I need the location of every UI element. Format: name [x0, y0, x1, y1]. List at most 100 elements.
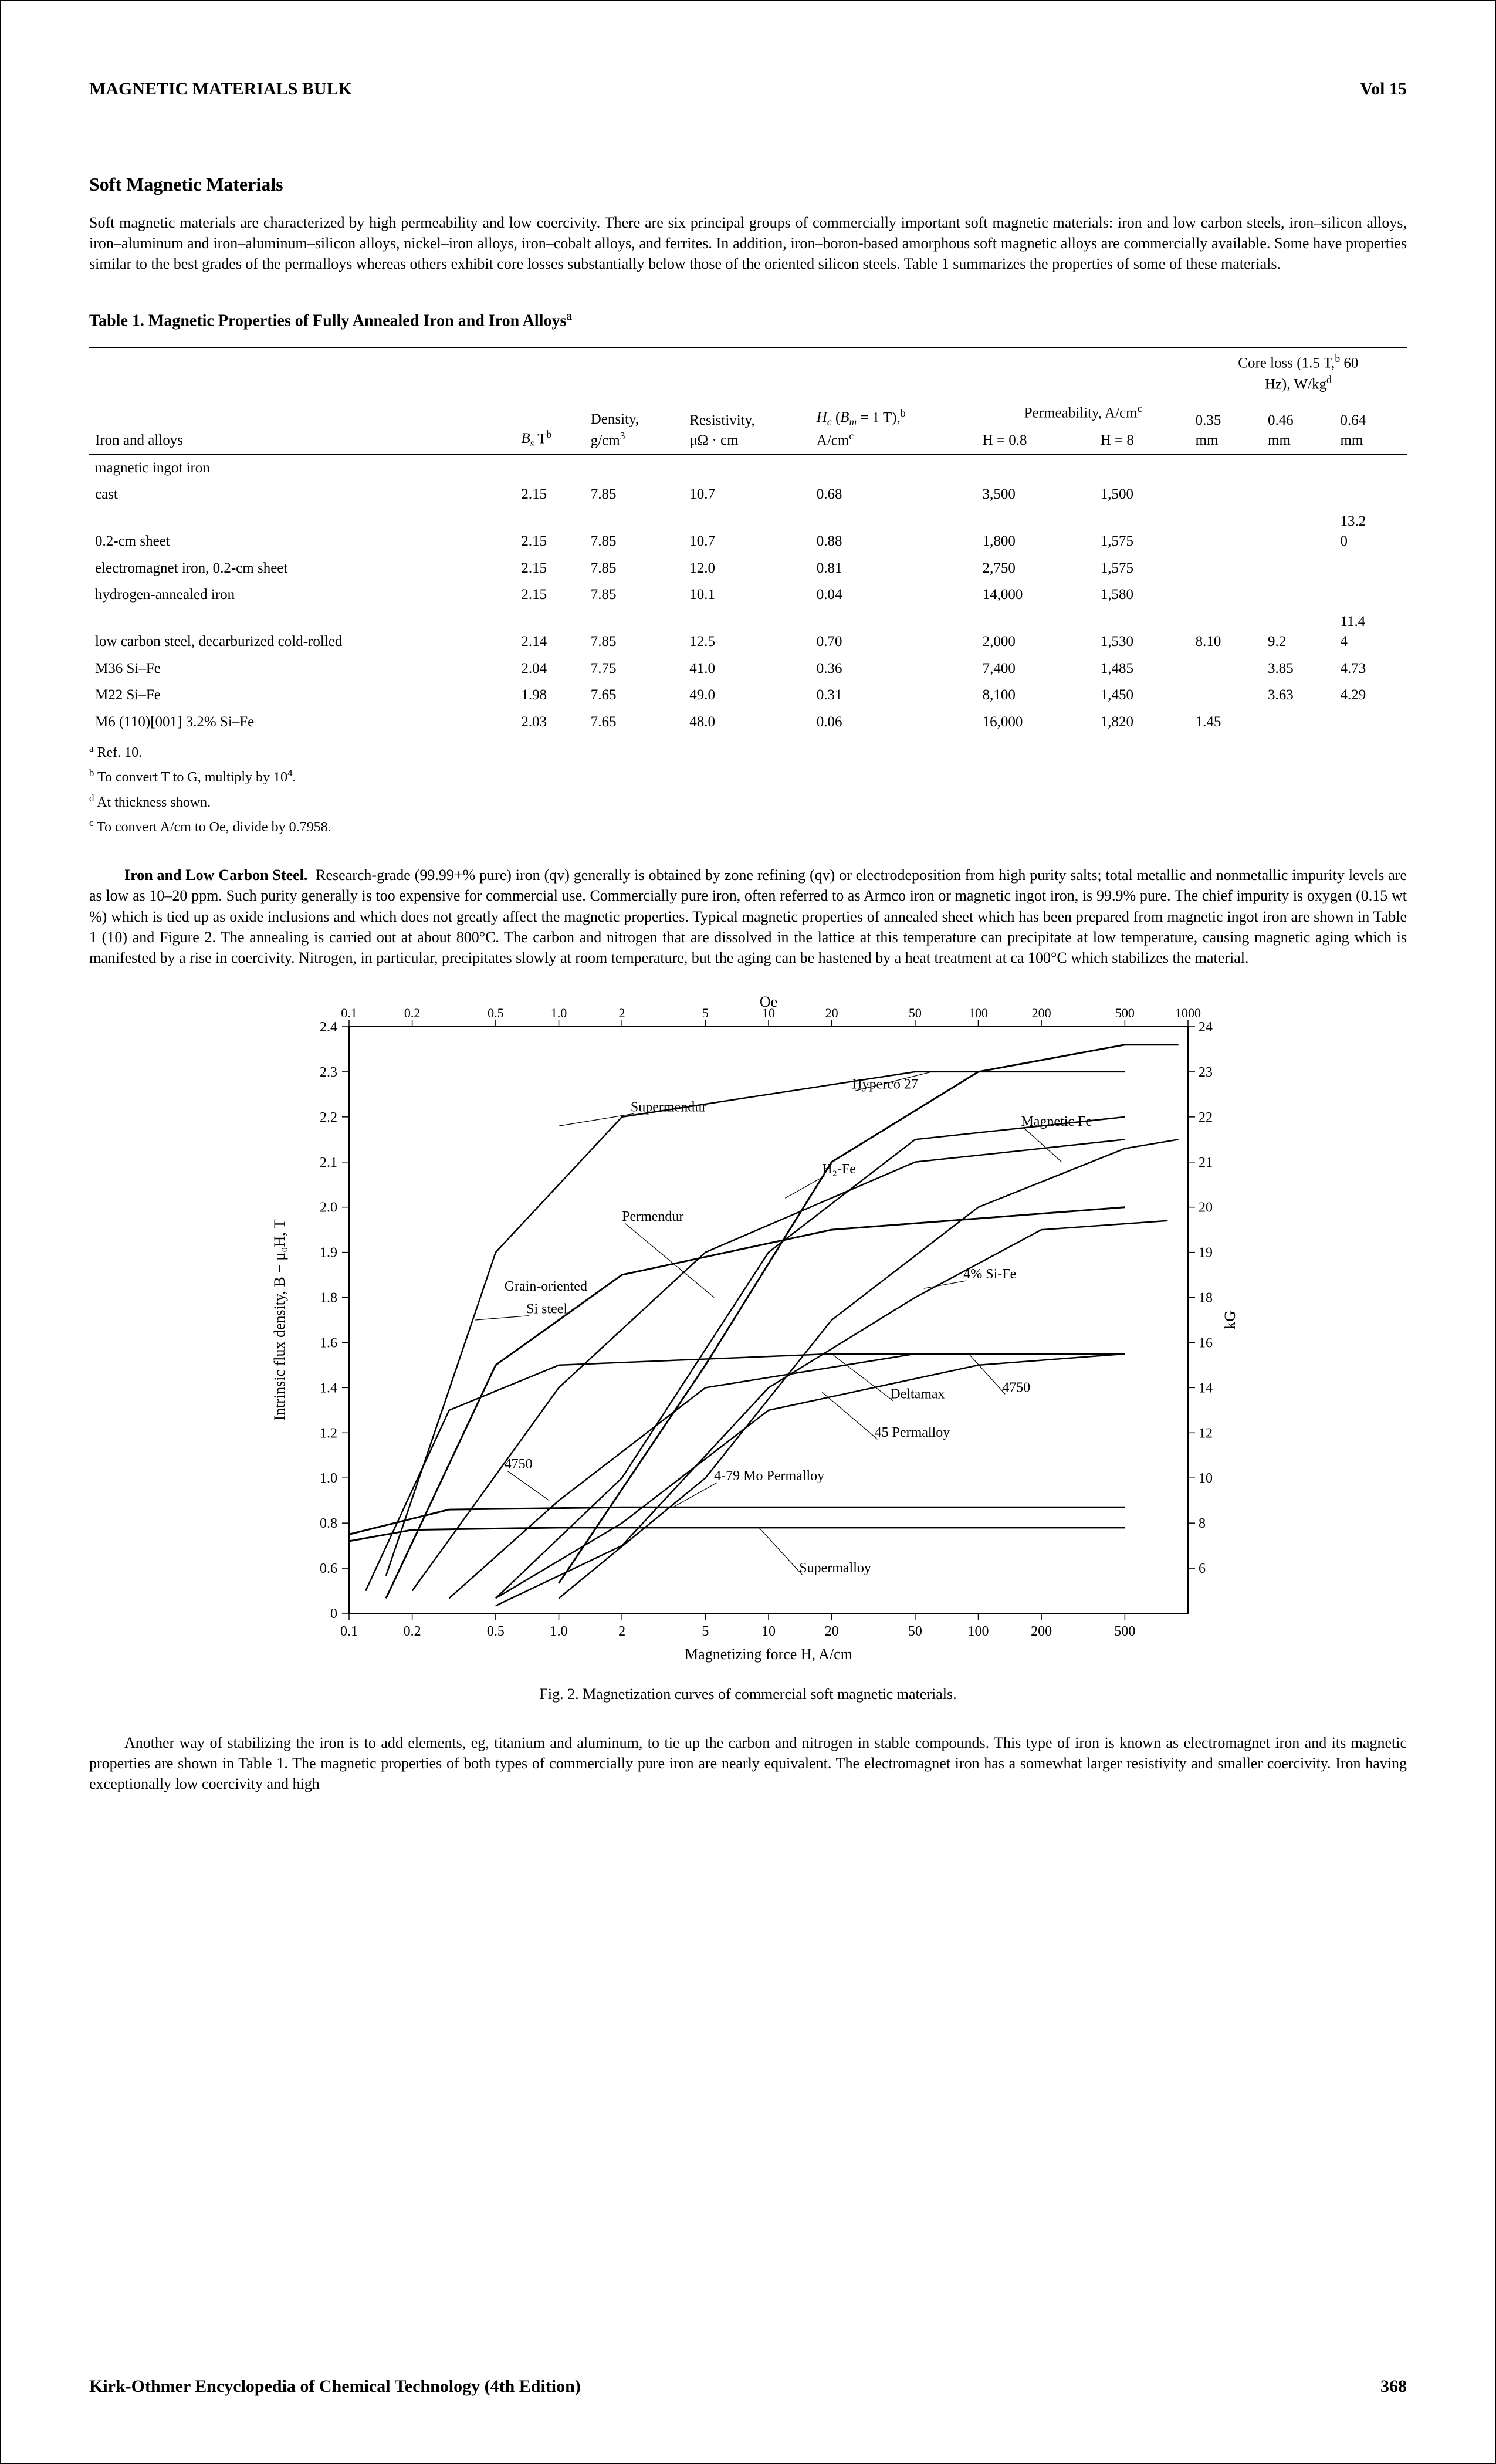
svg-text:1.0: 1.0	[320, 1471, 337, 1486]
svg-text:6: 6	[1199, 1561, 1206, 1576]
svg-text:Grain-oriented: Grain-oriented	[505, 1279, 587, 1294]
footnote-d: d At thickness shown.	[89, 792, 1407, 812]
svg-text:Deltamax: Deltamax	[890, 1387, 945, 1402]
svg-text:4-79 Mo Permalloy: 4-79 Mo Permalloy	[714, 1468, 824, 1484]
svg-text:1.2: 1.2	[320, 1426, 337, 1441]
figure-2-svg: 0.10.20.51.025102050100200500Magnetizing…	[255, 991, 1241, 1672]
svg-text:Magnetizing force H, A/cm: Magnetizing force H, A/cm	[685, 1646, 852, 1663]
col-perm-08: H = 0.8	[977, 427, 1095, 454]
svg-text:Permendur: Permendur	[622, 1209, 683, 1224]
header-left: MAGNETIC MATERIALS BULK	[89, 77, 352, 101]
svg-text:0.5: 0.5	[488, 1006, 504, 1020]
table-row: M36 Si–Fe2.047.7541.00.367,4001,4853.854…	[89, 655, 1407, 682]
svg-text:Supermalloy: Supermalloy	[799, 1561, 871, 1576]
svg-text:1.0: 1.0	[550, 1624, 568, 1639]
table-row: hydrogen-annealed iron2.157.8510.10.0414…	[89, 581, 1407, 608]
col-core-035: 0.35mm	[1190, 398, 1262, 454]
svg-text:200: 200	[1031, 1624, 1052, 1639]
svg-text:H₂-Fe: H₂-Fe	[822, 1162, 856, 1177]
svg-text:14: 14	[1199, 1380, 1213, 1396]
svg-text:2.0: 2.0	[320, 1200, 337, 1216]
svg-text:Si steel: Si steel	[526, 1301, 567, 1316]
svg-text:19: 19	[1199, 1245, 1213, 1260]
svg-text:2: 2	[619, 1006, 625, 1020]
svg-text:10: 10	[761, 1624, 776, 1639]
col-core-064: 0.64mm	[1334, 398, 1407, 454]
table-row: cast2.157.8510.70.683,5001,500	[89, 481, 1407, 508]
svg-text:0: 0	[330, 1606, 337, 1622]
table-title: Table 1. Magnetic Properties of Fully An…	[89, 309, 1407, 332]
page: MAGNETIC MATERIALS BULK Vol 15 Soft Magn…	[0, 0, 1496, 2464]
table-row: magnetic ingot iron	[89, 454, 1407, 481]
svg-text:16: 16	[1199, 1335, 1213, 1351]
svg-text:Hyperco 27: Hyperco 27	[852, 1077, 918, 1092]
svg-text:10: 10	[762, 1006, 775, 1020]
svg-text:1.6: 1.6	[320, 1335, 337, 1351]
svg-text:0.1: 0.1	[341, 1006, 357, 1020]
footer-left: Kirk-Othmer Encyclopedia of Chemical Tec…	[89, 2375, 581, 2399]
table-footnotes: a Ref. 10. b To convert T to G, multiply…	[89, 742, 1407, 837]
svg-text:50: 50	[909, 1006, 922, 1020]
col-core-046: 0.46mm	[1262, 398, 1334, 454]
svg-text:0.2: 0.2	[404, 1624, 421, 1639]
svg-text:Magnetic Fe: Magnetic Fe	[1021, 1114, 1092, 1129]
table-row: M22 Si–Fe1.987.6549.00.318,1001,4503.634…	[89, 682, 1407, 709]
footnote-b: b To convert T to G, multiply by 104.	[89, 767, 1407, 787]
svg-text:5: 5	[702, 1624, 709, 1639]
svg-text:10: 10	[1199, 1471, 1213, 1486]
svg-text:0.6: 0.6	[320, 1561, 337, 1576]
footnote-a: a Ref. 10.	[89, 742, 1407, 762]
svg-text:1.0: 1.0	[551, 1006, 567, 1020]
table-row: electromagnet iron, 0.2-cm sheet2.157.85…	[89, 555, 1407, 582]
col-perm-8: H = 8	[1095, 427, 1190, 454]
svg-text:18: 18	[1199, 1290, 1213, 1305]
svg-text:20: 20	[825, 1624, 839, 1639]
svg-text:1.9: 1.9	[320, 1245, 337, 1260]
col-density: Density,g/cm3	[585, 348, 684, 454]
svg-text:2: 2	[618, 1624, 625, 1639]
svg-text:0.5: 0.5	[487, 1624, 505, 1639]
page-header: MAGNETIC MATERIALS BULK Vol 15	[89, 77, 1407, 101]
col-bs: Bs Tb	[515, 348, 584, 454]
svg-text:1000: 1000	[1175, 1006, 1201, 1020]
page-footer: Kirk-Othmer Encyclopedia of Chemical Tec…	[89, 2375, 1407, 2399]
svg-text:20: 20	[1199, 1200, 1213, 1216]
svg-text:24: 24	[1199, 1020, 1213, 1035]
svg-text:4750: 4750	[505, 1457, 533, 1472]
svg-text:21: 21	[1199, 1155, 1213, 1170]
para-iron-steel: Iron and Low Carbon Steel. Research-grad…	[89, 865, 1407, 967]
col-coreloss: Core loss (1.5 T,b 60Hz), W/kgd	[1190, 348, 1407, 398]
footer-right: 368	[1380, 2375, 1407, 2399]
svg-text:4% Si-Fe: 4% Si-Fe	[963, 1267, 1016, 1282]
svg-text:1.4: 1.4	[320, 1380, 337, 1396]
intro-paragraph: Soft magnetic materials are characterize…	[89, 212, 1407, 274]
svg-text:2.4: 2.4	[320, 1020, 337, 1035]
svg-text:500: 500	[1114, 1624, 1135, 1639]
table-row: low carbon steel, decarburized cold-roll…	[89, 608, 1407, 655]
table-1: Iron and alloys Bs Tb Density,g/cm3 Resi…	[89, 347, 1407, 736]
figure-2: 0.10.20.51.025102050100200500Magnetizing…	[89, 991, 1407, 1704]
svg-text:200: 200	[1032, 1006, 1051, 1020]
section-title: Soft Magnetic Materials	[89, 172, 1407, 197]
svg-text:1.8: 1.8	[320, 1290, 337, 1305]
svg-text:12: 12	[1199, 1426, 1213, 1441]
header-right: Vol 15	[1360, 77, 1407, 101]
para-stabilizing: Another way of stabilizing the iron is t…	[89, 1732, 1407, 1794]
col-hc: Hc (Bm = 1 T),bA/cmc	[811, 348, 977, 454]
svg-text:23: 23	[1199, 1065, 1213, 1080]
svg-text:22: 22	[1199, 1110, 1213, 1125]
svg-text:8: 8	[1199, 1516, 1206, 1531]
svg-text:Intrinsic flux density, B − μ₀: Intrinsic flux density, B − μ₀H, T	[271, 1219, 288, 1420]
figure-2-caption: Fig. 2. Magnetization curves of commerci…	[89, 1684, 1407, 1704]
svg-text:100: 100	[969, 1006, 988, 1020]
svg-text:45 Permalloy: 45 Permalloy	[875, 1425, 950, 1440]
svg-text:50: 50	[908, 1624, 922, 1639]
svg-text:Supermendur: Supermendur	[631, 1099, 706, 1115]
footnote-c: c To convert A/cm to Oe, divide by 0.795…	[89, 817, 1407, 837]
svg-text:0.2: 0.2	[404, 1006, 421, 1020]
svg-text:2.3: 2.3	[320, 1065, 337, 1080]
col-iron: Iron and alloys	[89, 348, 515, 454]
svg-text:4750: 4750	[1002, 1380, 1030, 1395]
svg-text:5: 5	[702, 1006, 709, 1020]
table-row: M6 (110)[001] 3.2% Si–Fe2.037.6548.00.06…	[89, 709, 1407, 736]
